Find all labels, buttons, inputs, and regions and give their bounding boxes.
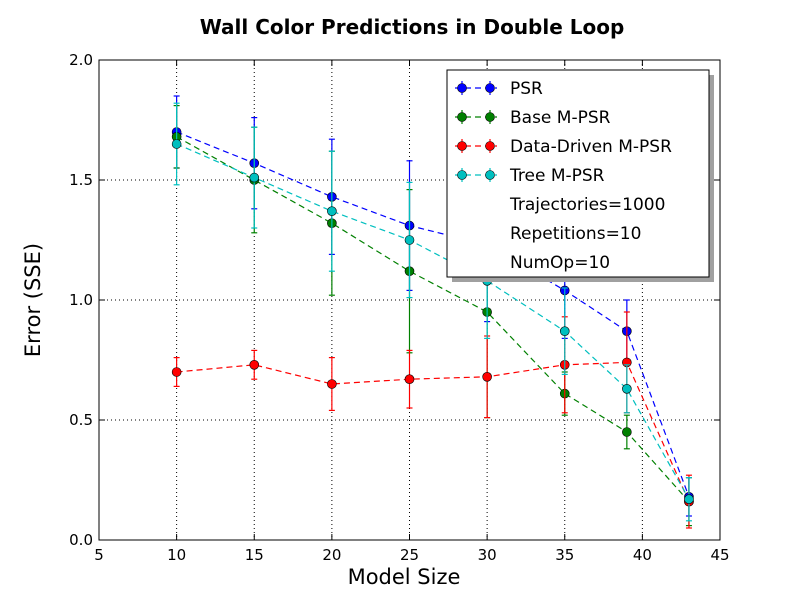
x-tick-label: 20 (322, 546, 341, 564)
x-tick-label: 25 (400, 546, 419, 564)
x-tick-label: 5 (94, 546, 104, 564)
legend-marker (457, 83, 467, 93)
series-line (176, 136, 690, 502)
y-tick-label: 2.0 (69, 51, 93, 69)
data-point (559, 326, 570, 337)
y-axis-label: Error (SSE) (21, 243, 45, 357)
y-tick-label: 1.5 (69, 171, 93, 189)
legend-marker (457, 141, 467, 151)
x-tick-label: 10 (167, 546, 186, 564)
legend-label: PSR (510, 79, 543, 99)
x-tick-label: 30 (478, 546, 497, 564)
series-line (176, 361, 690, 502)
data-point (684, 494, 694, 505)
legend-item: PSR (455, 79, 543, 99)
legend-label: Data-Driven M-PSR (510, 137, 672, 157)
data-point (249, 172, 260, 183)
axis-ticks (98, 59, 721, 541)
y-tick-label: 0.0 (69, 531, 93, 549)
legend: PSR Base M-PSR Data-Driven M-PSR Tree M-PSR… (446, 69, 714, 282)
legend-item: Tree M-PSR (455, 166, 605, 186)
data-point (404, 374, 415, 385)
tick-labels: 5 10 15 20 25 30 35 40 45 0.0 0.5 1.0 1.5 2.0 (69, 51, 729, 564)
x-tick-label: 35 (555, 546, 574, 564)
legend-marker (485, 170, 495, 180)
x-tick-label: 45 (710, 546, 729, 564)
legend-annotation: Trajectories=1000 (509, 195, 665, 215)
legend-marker (485, 141, 495, 151)
legend-marker (485, 83, 495, 93)
chart-title: Wall Color Predictions in Double Loop (200, 15, 625, 39)
x-tick-label: 15 (245, 546, 264, 564)
data-point (327, 379, 337, 389)
data-point (327, 206, 337, 216)
data-point (171, 367, 182, 377)
legend-item: Base M-PSR (455, 108, 611, 128)
legend-item: Data-Driven M-PSR (455, 137, 672, 157)
data-point (482, 371, 492, 382)
data-point (171, 139, 182, 149)
x-tick-label: 40 (633, 546, 652, 564)
y-tick-label: 1.0 (69, 291, 93, 309)
data-point (404, 235, 415, 245)
data-point (622, 427, 632, 437)
legend-marker (457, 112, 467, 122)
legend-label: Tree M-PSR (509, 166, 605, 186)
data-point (622, 383, 632, 394)
legend-marker (457, 170, 467, 180)
legend-label: Base M-PSR (510, 108, 611, 128)
data-point (249, 359, 260, 370)
legend-annotation: Repetitions=10 (510, 224, 641, 244)
y-tick-label: 0.5 (69, 411, 93, 429)
legend-marker (485, 112, 495, 122)
x-axis-label: Model Size (348, 565, 461, 589)
legend-annotation: NumOp=10 (510, 253, 610, 273)
